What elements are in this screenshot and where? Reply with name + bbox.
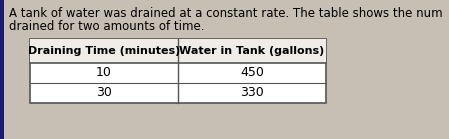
Text: Draining Time (minutes): Draining Time (minutes) — [28, 46, 180, 56]
Text: 450: 450 — [240, 66, 264, 80]
Text: drained for two amounts of time.: drained for two amounts of time. — [9, 20, 204, 33]
Bar — [30, 39, 326, 63]
Text: 10: 10 — [96, 66, 112, 80]
Text: 330: 330 — [240, 86, 264, 100]
Bar — [0, 0, 4, 139]
Text: 30: 30 — [96, 86, 112, 100]
Text: A tank of water was drained at a constant rate. The table shows the num: A tank of water was drained at a constan… — [9, 7, 443, 20]
Bar — [30, 39, 326, 103]
Text: Water in Tank (gallons): Water in Tank (gallons) — [179, 46, 325, 56]
